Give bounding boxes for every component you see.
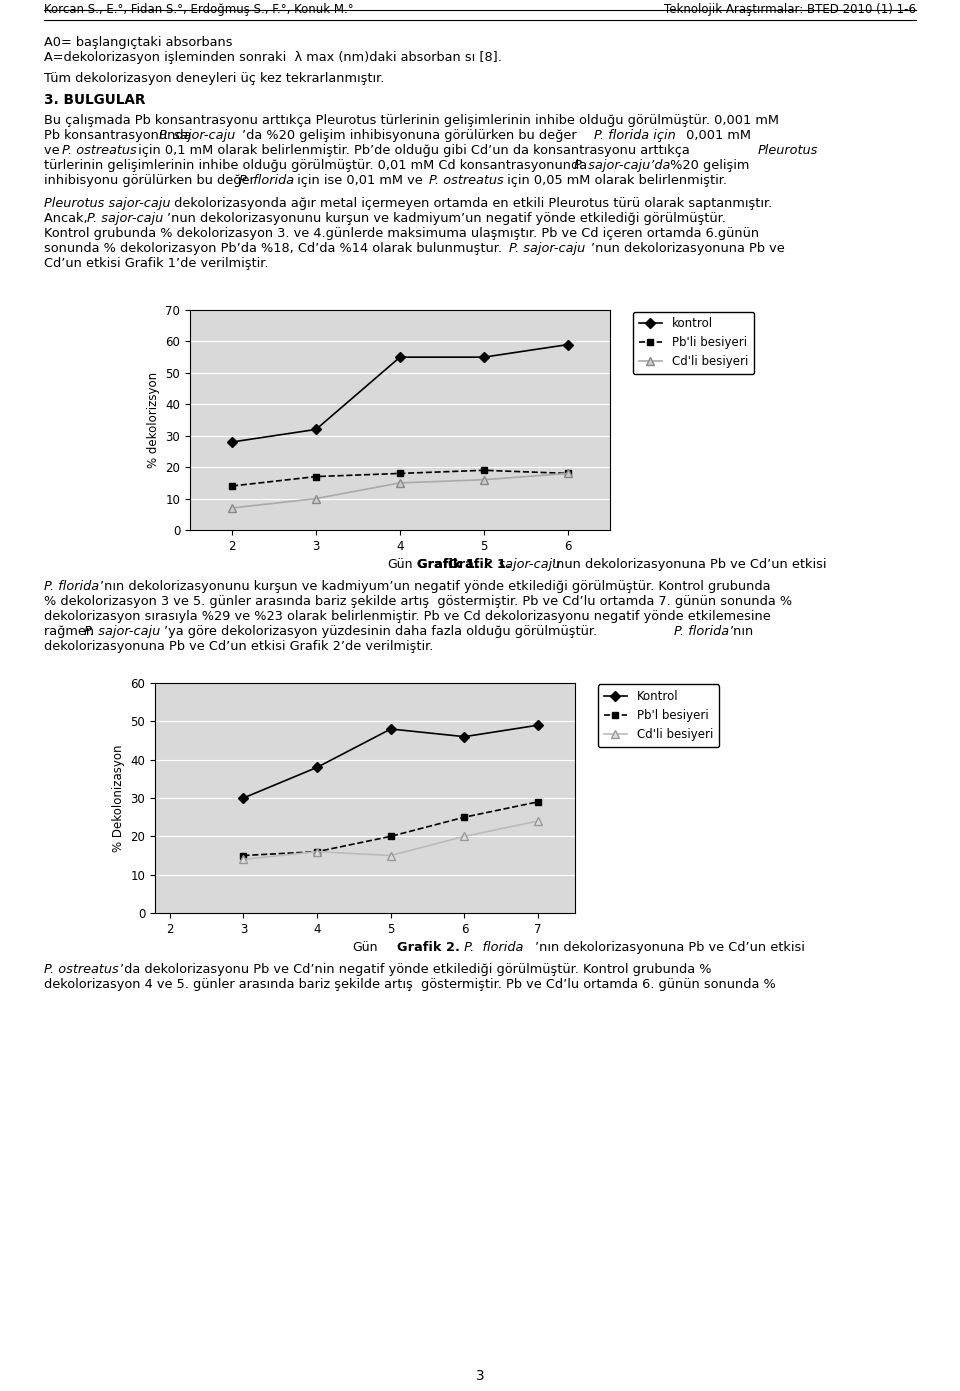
Kontrol: [311, 759, 323, 776]
Y-axis label: % dekolorizsyon: % dekolorizsyon: [147, 371, 160, 467]
Text: dekolorizasyon 4 ve 5. günler arasında bariz şekilde artış  göstermiştir. Pb ve : dekolorizasyon 4 ve 5. günler arasında b…: [44, 978, 776, 990]
Text: P. florida: P. florida: [44, 580, 99, 593]
Pb'l besiyeri: [311, 843, 323, 860]
Text: türlerinin gelişimlerinin inhibe olduğu görülmüştür. 0,01 mM Cd konsantrasyonund: türlerinin gelişimlerinin inhibe olduğu …: [44, 159, 591, 172]
Text: sonunda % dekolorizasyon Pb’da %18, Cd’da %14 olarak bulunmuştur.: sonunda % dekolorizasyon Pb’da %18, Cd’d…: [44, 242, 506, 255]
Kontrol: [533, 716, 544, 733]
Cd'li besiyeri: [311, 843, 323, 860]
Text: Tüm dekolorizasyon deneyleri üç kez tekrarlanmıştır.: Tüm dekolorizasyon deneyleri üç kez tekr…: [44, 72, 384, 85]
Text: ’ya göre dekolorizasyon yüzdesinin daha fazla olduğu görülmüştür.: ’ya göre dekolorizasyon yüzdesinin daha …: [164, 625, 601, 638]
Text: Pb konsantrasyonunda: Pb konsantrasyonunda: [44, 129, 196, 142]
Text: Kontrol grubunda % dekolorizasyon 3. ve 4.günlerde maksimuma ulaşmıştır. Pb ve C: Kontrol grubunda % dekolorizasyon 3. ve …: [44, 227, 759, 241]
Line: Cd'li besiyeri: Cd'li besiyeri: [228, 469, 572, 512]
Text: ’nun dekolorizasyonunu kurşun ve kadmiyum’un negatif yönde etkilediği görülmüştü: ’nun dekolorizasyonunu kurşun ve kadmiyu…: [167, 211, 726, 225]
Cd'li besiyeri: [533, 812, 544, 829]
Cd'li besiyeri: [310, 490, 322, 506]
Text: ’nın dekolorizasyonuna Pb ve Cd’un etkisi: ’nın dekolorizasyonuna Pb ve Cd’un etkis…: [535, 940, 804, 954]
Text: ’nun dekolorizasyonuna Pb ve: ’nun dekolorizasyonuna Pb ve: [591, 242, 784, 255]
Text: P. ostreatus: P. ostreatus: [44, 963, 119, 976]
Text: 3: 3: [476, 1369, 484, 1383]
Text: P. sajor-caju: P. sajor-caju: [509, 242, 586, 255]
X-axis label: Gün: Gün: [352, 942, 377, 954]
Text: P. ostreatus: P. ostreatus: [429, 174, 504, 186]
kontrol: [395, 349, 406, 366]
Text: Cd’un etkisi Grafik 1’de verilmiştir.: Cd’un etkisi Grafik 1’de verilmiştir.: [44, 257, 269, 270]
Text: Bu çalışmada Pb konsantrasyonu arttıkça Pleurotus türlerinin gelişimlerinin inhi: Bu çalışmada Pb konsantrasyonu arttıkça …: [44, 114, 779, 127]
Pb'l besiyeri: [533, 793, 544, 810]
Text: inhibisyonu görülürken bu değer: inhibisyonu görülürken bu değer: [44, 174, 259, 186]
Cd'li besiyeri: [238, 851, 250, 868]
Text: Ancak,: Ancak,: [44, 211, 92, 225]
Text: P. florida: P. florida: [239, 174, 294, 186]
Pb'li besiyeri: [395, 465, 406, 481]
Text: P. florida için: P. florida için: [594, 129, 676, 142]
Line: kontrol: kontrol: [228, 341, 571, 445]
Text: P. sajor-caju: P. sajor-caju: [84, 625, 160, 638]
Cd'li besiyeri: [227, 499, 238, 516]
Text: Pleurotus sajor-caju: Pleurotus sajor-caju: [44, 198, 171, 210]
Text: Grafik 2.: Grafik 2.: [397, 940, 460, 954]
Text: 0,001 mM: 0,001 mM: [682, 129, 751, 142]
Text: Grafik 1.: Grafik 1.: [448, 558, 512, 570]
Text: Grafik 1.: Grafik 1.: [417, 558, 480, 570]
Kontrol: [385, 721, 396, 737]
Cd'li besiyeri: [385, 847, 396, 864]
Text: P. sajor-caju: P. sajor-caju: [480, 558, 561, 570]
X-axis label: Gün: Gün: [387, 558, 413, 572]
Legend: kontrol, Pb'li besiyeri, Cd'li besiyeri: kontrol, Pb'li besiyeri, Cd'li besiyeri: [633, 312, 754, 374]
Text: P. sajor-caju’da: P. sajor-caju’da: [574, 159, 670, 172]
Text: P.  florida: P. florida: [460, 940, 523, 954]
Text: Korcan S., E.°, Fidan S.°, Erdoğmuş S., F.°, Konuk M.°: Korcan S., E.°, Fidan S.°, Erdoğmuş S., …: [44, 3, 353, 17]
Text: % dekolorizasyon 3 ve 5. günler arasında bariz şekilde artış  göstermiştir. Pb v: % dekolorizasyon 3 ve 5. günler arasında…: [44, 595, 792, 608]
kontrol: [310, 421, 322, 438]
Text: ve: ve: [44, 145, 63, 157]
Text: dekolorizasyon sırasıyla %29 ve %23 olarak belirlenmiştir. Pb ve Cd dekolorizasy: dekolorizasyon sırasıyla %29 ve %23 olar…: [44, 611, 771, 623]
Text: dekolorizasyonda ağır metal içermeyen ortamda en etkili Pleurotus türü olarak sa: dekolorizasyonda ağır metal içermeyen or…: [170, 198, 772, 210]
Text: P. sajor-caju: P. sajor-caju: [87, 211, 163, 225]
Text: ’da %20 gelişim inhibisyonuna görülürken bu değer: ’da %20 gelişim inhibisyonuna görülürken…: [242, 129, 581, 142]
Text: Teknolojik Araştırmalar: BTED 2010 (1) 1-6: Teknolojik Araştırmalar: BTED 2010 (1) 1…: [664, 3, 916, 17]
Line: Pb'li besiyeri: Pb'li besiyeri: [228, 467, 571, 490]
Text: ’nın: ’nın: [730, 625, 755, 638]
Line: Kontrol: Kontrol: [240, 722, 541, 801]
kontrol: [563, 337, 574, 353]
Text: P. florida: P. florida: [674, 625, 730, 638]
Cd'li besiyeri: [395, 474, 406, 491]
Pb'l besiyeri: [238, 847, 250, 864]
Text: 3. BULGULAR: 3. BULGULAR: [44, 93, 145, 107]
Text: P. ostreatus: P. ostreatus: [62, 145, 136, 157]
Kontrol: [238, 790, 250, 807]
Text: %20 gelişim: %20 gelişim: [666, 159, 750, 172]
Cd'li besiyeri: [563, 465, 574, 481]
Text: için ise 0,01 mM ve: için ise 0,01 mM ve: [293, 174, 427, 186]
Cd'li besiyeri: [478, 472, 490, 488]
Text: ’da dekolorizasyonu Pb ve Cd’nin negatif yönde etkilediği görülmüştür. Kontrol g: ’da dekolorizasyonu Pb ve Cd’nin negatif…: [120, 963, 711, 976]
Pb'li besiyeri: [563, 465, 574, 481]
Text: için 0,1 mM olarak belirlenmiştir. Pb’de olduğu gibi Cd’un da konsantrasyonu art: için 0,1 mM olarak belirlenmiştir. Pb’de…: [134, 145, 694, 157]
Pb'li besiyeri: [227, 477, 238, 494]
Line: Cd'li besiyeri: Cd'li besiyeri: [239, 817, 542, 864]
Text: A0= başlangıçtaki absorbans: A0= başlangıçtaki absorbans: [44, 36, 232, 49]
Cd'li besiyeri: [459, 828, 470, 844]
Text: ’nın dekolorizasyonunu kurşun ve kadmiyum’un negatif yönde etkilediği görülmüştü: ’nın dekolorizasyonunu kurşun ve kadmiyu…: [100, 580, 771, 593]
Text: Grafik 1.: Grafik 1.: [417, 558, 480, 570]
kontrol: [227, 434, 238, 451]
Text: dekolorizasyonuna Pb ve Cd’un etkisi Grafik 2’de verilmiştir.: dekolorizasyonuna Pb ve Cd’un etkisi Gra…: [44, 640, 433, 652]
Text: rağmen: rağmen: [44, 625, 98, 638]
Text: Pleurotus: Pleurotus: [758, 145, 818, 157]
Line: Pb'l besiyeri: Pb'l besiyeri: [240, 798, 541, 860]
Text: ’nun dekolorizasyonuna Pb ve Cd’un etkisi: ’nun dekolorizasyonuna Pb ve Cd’un etkis…: [552, 558, 827, 570]
Pb'li besiyeri: [478, 462, 490, 479]
kontrol: [478, 349, 490, 366]
Pb'l besiyeri: [385, 828, 396, 844]
Legend: Kontrol, Pb'l besiyeri, Cd'li besiyeri: Kontrol, Pb'l besiyeri, Cd'li besiyeri: [598, 684, 719, 747]
Kontrol: [459, 729, 470, 746]
Pb'l besiyeri: [459, 808, 470, 825]
Pb'li besiyeri: [310, 469, 322, 485]
Y-axis label: % Dekolonizasyon: % Dekolonizasyon: [112, 744, 125, 851]
Text: için 0,05 mM olarak belirlenmiştir.: için 0,05 mM olarak belirlenmiştir.: [503, 174, 727, 186]
Text: P. sajor-caju: P. sajor-caju: [159, 129, 235, 142]
Text: A=dekolorizasyon işleminden sonraki  λ max (nm)daki absorban sı [8].: A=dekolorizasyon işleminden sonraki λ ma…: [44, 51, 502, 64]
